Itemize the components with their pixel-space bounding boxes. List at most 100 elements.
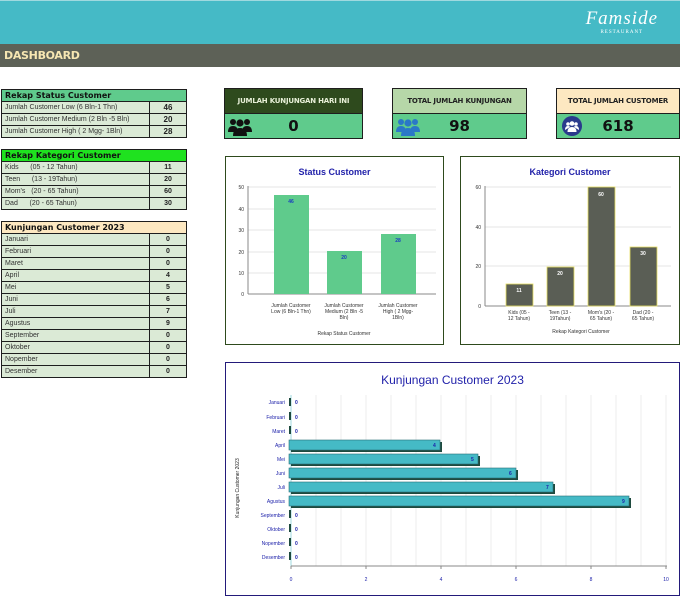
y-tick: 40 (475, 225, 481, 231)
table-row: Dad (20 - 65 Tahun) 30 (1, 197, 187, 210)
y-tick: 30 (238, 228, 244, 234)
bar-label: 0 (295, 513, 298, 519)
y-axis-label: Kunjungan Customer 2023 (235, 458, 241, 518)
kategori-customer-chart: Kategori Customer 60 40 20 0 11 20 60 30… (460, 156, 680, 345)
row-value: 6 (149, 293, 187, 306)
y-tick: 20 (475, 264, 481, 270)
bar-label: 0 (295, 415, 298, 421)
bar-label: 28 (395, 238, 401, 244)
svg-text:Teen (13 -: Teen (13 - (549, 310, 572, 316)
kpi-label: JUMLAH KUNJUNGAN HARI INI (225, 89, 362, 114)
x-tick: 4 (440, 577, 443, 583)
table-row: Nopember 0 (1, 353, 187, 366)
bar-label: 0 (295, 527, 298, 533)
row-value: 11 (149, 161, 187, 174)
row-label: Jumlah Customer Low (6 Bln-1 Thn) (1, 101, 150, 114)
bar-label: 0 (295, 429, 298, 435)
svg-text:Jumlah Customer: Jumlah Customer (271, 303, 311, 309)
svg-text:Low (6 Bln-1 Thn): Low (6 Bln-1 Thn) (271, 309, 311, 315)
dashboard-title-bar: DASHBOARD (0, 44, 680, 67)
logo-main-text: Famside (585, 8, 658, 29)
famside-logo: Famside RESTAURANT (585, 8, 658, 36)
table-row: Kids (05 - 12 Tahun) 11 (1, 161, 187, 174)
category-label: Januari (269, 400, 285, 406)
bar-label: 4 (433, 443, 436, 449)
row-value: 28 (149, 125, 187, 138)
table-row: Juli 7 (1, 305, 187, 318)
category-label: Oktober (267, 527, 285, 533)
row-value: 0 (149, 245, 187, 258)
category-label: Mei (277, 457, 285, 463)
y-tick: 40 (238, 207, 244, 213)
row-value: 60 (149, 185, 187, 198)
row-value: 0 (149, 341, 187, 354)
row-label: Juni (1, 293, 150, 306)
table-row: Jumlah Customer High ( 2 Mgg- 1Bln) 28 (1, 125, 187, 138)
bar-medium (327, 251, 362, 294)
table-row: Desember 0 (1, 365, 187, 378)
bar-label: 20 (341, 255, 347, 261)
x-tick: 10 (663, 577, 669, 583)
table-header: Rekap Kategori Customer (1, 149, 187, 162)
x-tick: 0 (290, 577, 293, 583)
x-tick: 6 (515, 577, 518, 583)
row-value: 4 (149, 269, 187, 282)
users-circle-icon (562, 116, 582, 136)
table-row: Maret 0 (1, 257, 187, 270)
row-value: 0 (149, 365, 187, 378)
category-label: September (261, 513, 286, 519)
users-group-icon (396, 119, 420, 136)
row-label: Teen (13 - 19Tahun) (1, 173, 150, 186)
row-label: Juli (1, 305, 150, 318)
svg-text:12 Tahun): 12 Tahun) (508, 316, 530, 322)
kpi-value: 618 (602, 117, 634, 135)
svg-text:Kids (05 -: Kids (05 - (508, 310, 530, 316)
row-label: Agustus (1, 317, 150, 330)
row-value: 9 (149, 317, 187, 330)
svg-text:1Bln): 1Bln) (392, 315, 404, 321)
row-label: April (1, 269, 150, 282)
category-label: Desember (262, 555, 285, 561)
logo-sub-text: RESTAURANT (600, 30, 644, 35)
row-label: Kids (05 - 12 Tahun) (1, 161, 150, 174)
kpi-total-kunjungan: TOTAL JUMLAH KUNJUNGAN 98 (392, 88, 527, 139)
chart-title: Kategori Customer (529, 167, 611, 177)
chart-title: Kunjungan Customer 2023 (381, 373, 524, 387)
category-label: Maret (272, 429, 285, 435)
row-label: Desember (1, 365, 150, 378)
category-label: Agustus (267, 499, 286, 505)
kpi-label: TOTAL JUMLAH KUNJUNGAN (393, 89, 526, 114)
table-row: Juni 6 (1, 293, 187, 306)
table-row: September 0 (1, 329, 187, 342)
bar-label: 30 (640, 251, 646, 257)
rekap-status-table: Rekap Status Customer Jumlah Customer Lo… (1, 89, 187, 138)
row-value: 0 (149, 329, 187, 342)
row-label: Maret (1, 257, 150, 270)
row-label: Februari (1, 245, 150, 258)
row-label: Nopember (1, 353, 150, 366)
kpi-value: 98 (449, 117, 470, 135)
row-value: 5 (149, 281, 187, 294)
svg-text:65 Tahun): 65 Tahun) (590, 316, 612, 322)
kunjungan-chart-plot: Kunjungan Customer 2023 Januari Februari… (235, 395, 669, 583)
row-label: Mom's (20 - 65 Tahun) (1, 185, 150, 198)
svg-text:Dad (20 -: Dad (20 - (633, 310, 654, 316)
svg-text:High ( 2 Mgg-: High ( 2 Mgg- (383, 309, 414, 315)
kpi-kunjungan-hari-ini: JUMLAH KUNJUNGAN HARI INI 0 (224, 88, 363, 139)
bar-label: 46 (288, 199, 294, 205)
row-label: Oktober (1, 341, 150, 354)
bar-label: 0 (295, 400, 298, 406)
table-header: Kunjungan Customer 2023 (1, 221, 187, 234)
row-value: 0 (149, 257, 187, 270)
row-label: September (1, 329, 150, 342)
rekap-kategori-table: Rekap Kategori Customer Kids (05 - 12 Ta… (1, 149, 187, 210)
y-tick: 60 (475, 185, 481, 191)
y-tick: 0 (478, 304, 481, 310)
bar-kids (505, 283, 534, 307)
kunjungan-customer-chart: Kunjungan Customer 2023 Kunjungan Custom… (225, 362, 680, 596)
svg-text:Bln): Bln) (340, 315, 349, 321)
row-value: 0 (149, 233, 187, 246)
row-label: Jumlah Customer Medium (2 Bln -5 Bln) (1, 113, 150, 126)
table-row: Oktober 0 (1, 341, 187, 354)
bar-label: 9 (622, 499, 625, 505)
